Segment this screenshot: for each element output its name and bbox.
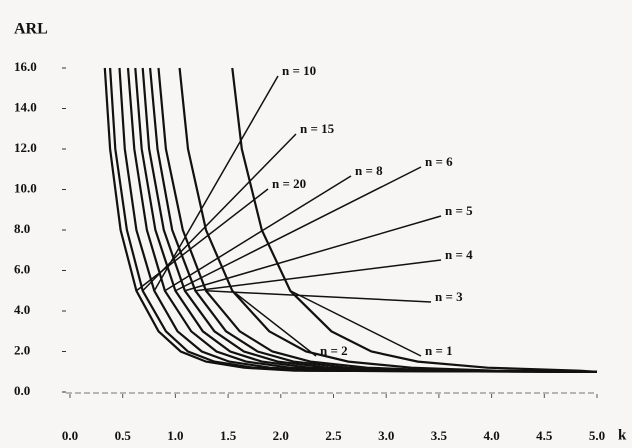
series-label: n = 15 [300, 121, 335, 136]
series-label: n = 10 [282, 63, 316, 78]
series-label: n = 1 [425, 343, 453, 358]
x-axis-label: k [618, 427, 627, 443]
x-tick-label: 2.5 [325, 428, 342, 443]
y-tick-label: 2.0 [14, 342, 30, 357]
x-tick-label: 2.0 [273, 428, 289, 443]
y-tick-label: 16.0 [14, 59, 37, 74]
x-tick-label: 0.5 [115, 428, 132, 443]
y-tick-label: 14.0 [14, 99, 37, 114]
series-label: n = 3 [435, 289, 463, 304]
y-tick-label: 4.0 [14, 302, 30, 317]
chart: ARL k 0.0 2.0 4.0 6.0 8.0 10.0 12.0 14.0 16.0 0.0… [0, 0, 632, 448]
x-tick-label: 4.5 [536, 428, 553, 443]
y-tick-label: 12.0 [14, 140, 37, 155]
y-axis-label: ARL [14, 21, 48, 38]
series-label: n = 2 [320, 343, 348, 358]
y-tick-label: 0.0 [14, 383, 30, 398]
y-tick-label: 8.0 [14, 221, 30, 236]
x-tick-label: 3.5 [431, 428, 448, 443]
x-tick-label: 4.0 [483, 428, 499, 443]
x-tick-label: 5.0 [589, 428, 605, 443]
x-tick-label: 0.0 [62, 428, 78, 443]
y-tick-label: 6.0 [14, 261, 30, 276]
x-tick-label: 3.0 [378, 428, 394, 443]
series-label: n = 4 [445, 247, 473, 262]
x-tick-label: 1.5 [220, 428, 237, 443]
series-label: n = 20 [272, 176, 306, 191]
series-label: n = 5 [445, 203, 473, 218]
y-tick-label: 10.0 [14, 180, 37, 195]
x-tick-label: 1.0 [167, 428, 183, 443]
series-label: n = 6 [425, 154, 453, 169]
series-label: n = 8 [355, 163, 383, 178]
